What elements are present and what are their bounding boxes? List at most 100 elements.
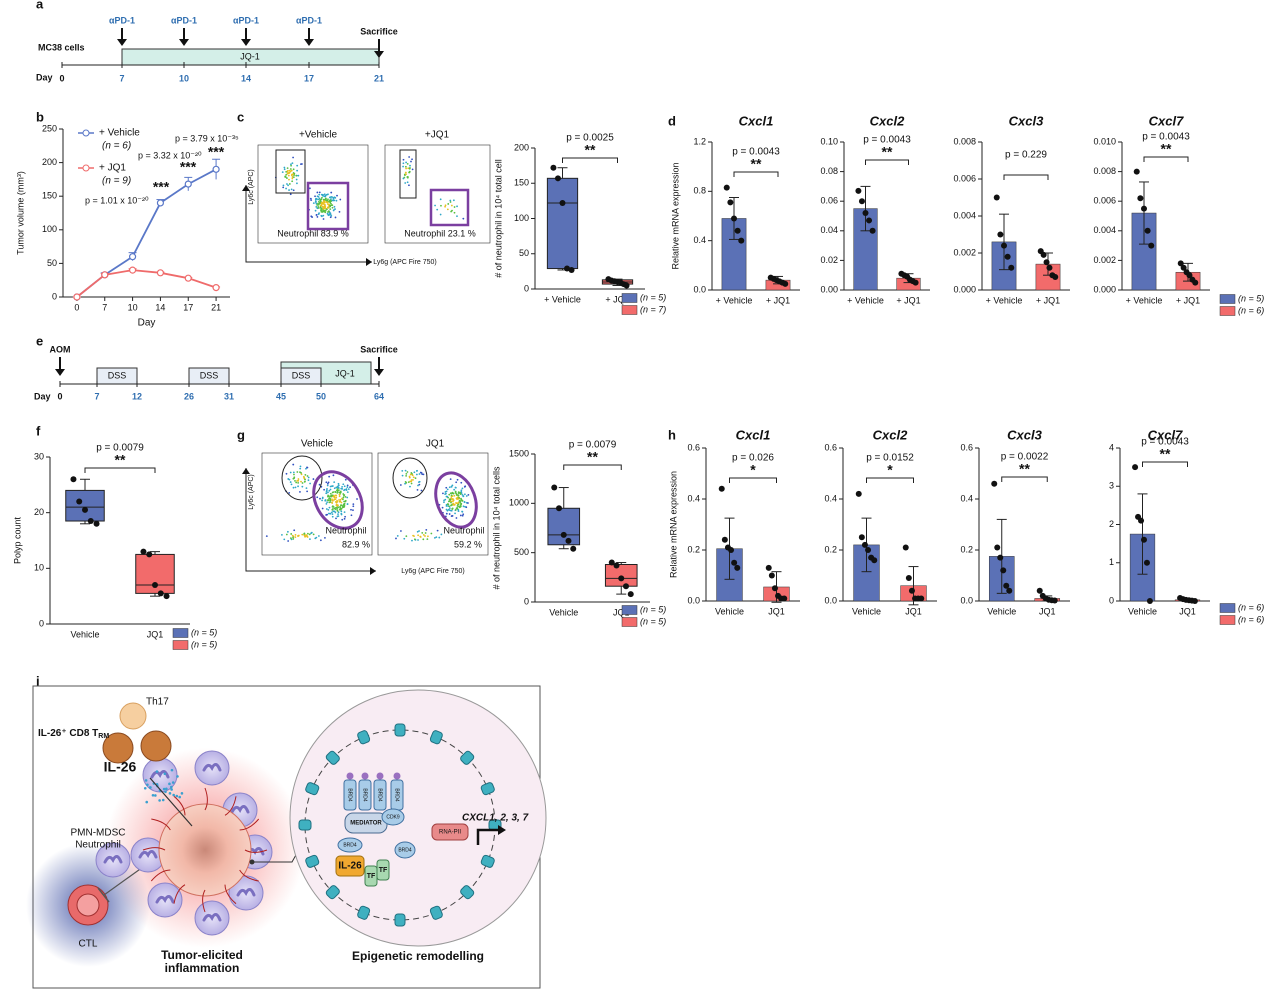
y-tick-label: 0.004 <box>1093 225 1116 235</box>
x-tick-label: Vehicle <box>549 607 578 617</box>
y-tick-label: 0.006 <box>1093 196 1116 206</box>
flow-event <box>457 508 460 511</box>
data-point <box>1004 253 1011 260</box>
flow-event <box>337 504 339 507</box>
treatment: αPD-1 <box>109 15 135 25</box>
data-point <box>560 531 567 538</box>
x-tick-label: Vehicle <box>1128 606 1157 616</box>
flow-event <box>462 513 465 516</box>
vessel <box>239 818 260 831</box>
flow-event <box>323 203 326 206</box>
p-value: p = 0.229 <box>1005 150 1047 161</box>
flow-event <box>320 198 323 201</box>
day: 0 <box>59 73 64 83</box>
x-tick-label: Vehicle <box>987 606 1016 616</box>
y-tick-label: 0.6 <box>960 442 973 452</box>
flow-event <box>343 485 346 488</box>
flow-event <box>455 481 458 484</box>
panel-letter: e <box>36 333 43 348</box>
data-point <box>765 564 772 571</box>
cytokine <box>168 782 171 786</box>
flow-event <box>295 178 298 181</box>
flow-event <box>315 202 318 205</box>
flow-event <box>345 489 348 492</box>
flow-event <box>331 513 334 516</box>
data-point <box>564 265 571 272</box>
data-point <box>731 215 737 222</box>
flow-event <box>332 209 335 212</box>
cytokine <box>151 793 155 797</box>
flow-event <box>407 167 410 170</box>
flow-event <box>296 164 299 167</box>
line <box>76 269 217 298</box>
flow-event <box>325 492 328 495</box>
flow-event <box>296 169 299 172</box>
flow-event <box>340 501 343 504</box>
x-tick-label: + JQ1 <box>605 294 629 304</box>
p-value: p = 0.0152 <box>866 453 914 464</box>
nucleosome <box>305 782 320 796</box>
flow-event <box>326 488 328 490</box>
data-point <box>1148 242 1155 249</box>
flow-event <box>327 512 330 515</box>
legend-label: (n = 6) <box>1238 602 1264 612</box>
flow-event <box>317 198 320 201</box>
flow-event <box>303 533 305 535</box>
flow-event <box>439 198 442 201</box>
flow-event <box>322 201 324 204</box>
flow-event <box>440 204 442 207</box>
flow-event <box>328 213 331 216</box>
day-label: Day <box>36 72 53 82</box>
marker <box>156 269 165 277</box>
inhibition-bar <box>97 887 110 903</box>
legend-marker <box>82 129 90 137</box>
flow-event <box>461 487 464 490</box>
flow-event <box>403 537 406 540</box>
flow-event <box>287 171 289 174</box>
flow-event <box>433 536 436 539</box>
flow-event <box>340 512 343 515</box>
data-point <box>871 557 878 564</box>
flow-event <box>452 199 455 202</box>
data-point <box>1186 272 1193 279</box>
day-label: Day <box>34 391 51 401</box>
flow-event <box>418 483 421 486</box>
data-point <box>1052 274 1059 281</box>
panel-letter: b <box>36 109 44 124</box>
flow-event <box>322 210 325 213</box>
flow-event <box>342 496 345 499</box>
p-value: p = 0.0043 <box>1141 437 1189 448</box>
flow-event <box>316 204 319 206</box>
flow-event <box>295 174 298 177</box>
flow-event <box>327 508 330 511</box>
flow-event <box>435 536 438 539</box>
chart-title: Cxcl7 <box>1148 427 1183 442</box>
flow-event <box>331 498 333 501</box>
flow-axes <box>245 185 372 263</box>
y-tick-label: 2 <box>1109 519 1114 529</box>
drug-label: JQ-1 <box>240 51 260 61</box>
y-tick-label: 150 <box>42 191 57 201</box>
cytokine <box>171 781 175 784</box>
flow-event <box>442 492 444 495</box>
data-point <box>727 199 734 206</box>
flow-event <box>288 183 291 185</box>
flow-event <box>305 487 308 490</box>
data-point <box>550 164 557 171</box>
flow-event <box>287 174 290 177</box>
flow-event <box>327 494 329 497</box>
flow-event <box>416 488 419 491</box>
flow-event <box>321 499 323 502</box>
flow-event <box>445 486 448 489</box>
significance: * <box>887 462 893 478</box>
flow-event <box>291 176 294 178</box>
flow-event <box>337 513 339 516</box>
flow-event <box>320 208 322 211</box>
flow-event <box>350 508 352 511</box>
flow-event <box>418 473 421 475</box>
flow-event <box>460 489 463 492</box>
dss-label: DSS <box>108 370 127 380</box>
flow-event <box>463 501 466 504</box>
gate-label: Neutrophil 23.1 % <box>404 228 476 238</box>
neutrophil-nucleus <box>230 805 250 814</box>
